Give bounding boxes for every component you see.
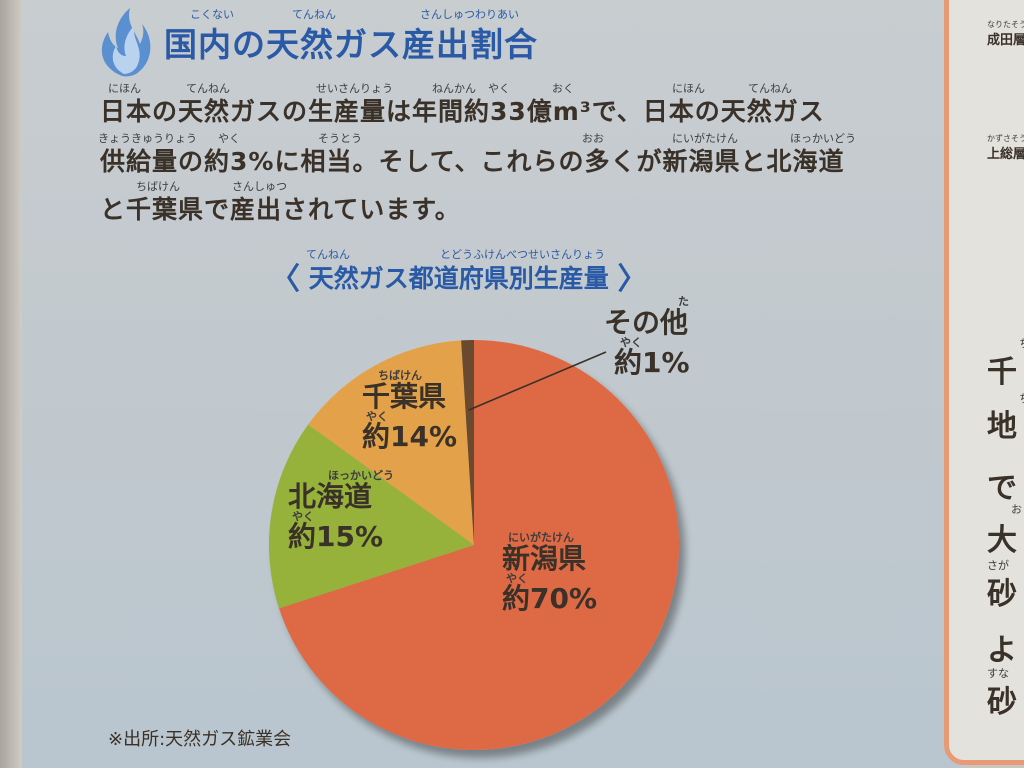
intro-ruby-1-5: やく: [488, 82, 510, 95]
intro-line-2: 供給量の約3%に相当。そして、これらの多くが新潟県と北海道: [100, 147, 845, 176]
intro-ruby-2-6: ほっかいどう: [790, 132, 856, 145]
slice-yaku-other: やく: [620, 335, 642, 349]
right-char-2: 地: [987, 409, 1017, 444]
slice-value-niigata: 約70%: [502, 582, 598, 616]
left-edge-strip: [0, 0, 22, 768]
slice-label-other: た その他 やく 約1%: [604, 296, 690, 378]
intro-ruby-1-7: にほん: [672, 82, 705, 95]
intro-ruby-3-1: ちばけん: [136, 180, 180, 193]
adjacent-panel: なりたそう 成田層 かずさそう 上総層 ち 千 ちそ 地 で お 大 さが 砂 …: [944, 0, 1024, 765]
chart-title-ruby-1: てんねん: [306, 248, 350, 261]
intro-ruby-2-4: おお: [582, 132, 604, 145]
intro-ruby-2-2: やく: [218, 132, 240, 145]
intro-ruby-2-5: にいがたけん: [672, 132, 738, 145]
intro-line-1: 日本の天然ガスの生産量は年間約33億m³で、日本の天然ガス: [100, 97, 825, 126]
slice-name-niigata: 新潟県: [502, 541, 587, 575]
slice-name-other: その他: [604, 305, 689, 339]
slice-name-hokkaido: 北海道: [288, 479, 373, 513]
right-ruby-5: お: [1011, 503, 1022, 516]
title-ruby-3: さんしゅつわりあい: [420, 8, 519, 21]
slice-ruby-hokkaido: ほっかいどう: [328, 469, 394, 482]
pie-slice-hokkaido: [268, 424, 474, 609]
page-title: 国内の天然ガス産出割合: [164, 25, 538, 64]
right-char-3: で: [987, 471, 1017, 506]
intro-ruby-3-2: さんしゅつ: [232, 180, 287, 193]
slice-value-hokkaido: 約15%: [288, 520, 384, 554]
source-note: ※出所:天然ガス鉱業会: [108, 729, 292, 750]
right-char-7: 砂: [987, 685, 1017, 720]
slice-yaku-hokkaido: やく: [292, 509, 314, 523]
slice-name-chiba: 千葉県: [362, 379, 447, 413]
right-ruby-6: さが: [987, 559, 1009, 572]
intro-ruby-2-3: そうとう: [318, 132, 362, 145]
intro-ruby-2-1: きょうきゅうりょう: [98, 132, 197, 145]
chart-title-right-bracket: 〉: [617, 262, 648, 297]
slice-label-hokkaido: ほっかいどう 北海道 やく 約15%: [288, 470, 394, 552]
right-item-narita: 成田層: [987, 33, 1024, 48]
right-ruby-4: ちそ: [1019, 390, 1024, 406]
slice-ruby-chiba: ちばけん: [378, 369, 422, 382]
right-ruby-7: すな: [987, 667, 1009, 680]
title-ruby-2: てんねん: [292, 8, 336, 21]
chart-title: 〈 天然ガス都道府県別生産量 〉: [270, 254, 647, 298]
leader-line-other: [468, 351, 607, 411]
pie-slice-niigata: [279, 340, 679, 750]
slice-ruby-niigata: にいがたけん: [508, 531, 574, 544]
slice-value-other: 約1%: [614, 346, 690, 380]
intro-line-3: と千葉県で産出されています。: [100, 195, 461, 224]
slice-yaku-chiba: やく: [366, 409, 388, 423]
right-char-5: 砂: [987, 577, 1017, 612]
right-item-kazusa: 上総層: [987, 147, 1024, 162]
intro-ruby-1-8: てんねん: [748, 82, 792, 95]
slice-label-chiba: ちばけん 千葉県 やく 約14%: [362, 370, 457, 452]
slice-value-chiba: 約14%: [362, 420, 458, 454]
pie-slice-other: [461, 339, 474, 545]
right-char-6: よ: [987, 633, 1017, 668]
right-ruby-1: なりたそう: [987, 20, 1024, 29]
intro-ruby-1-6: おく: [552, 82, 574, 95]
title-ruby-1: こくない: [190, 8, 234, 21]
flame-icon: [101, 8, 151, 77]
right-char-4: 大: [987, 523, 1017, 558]
slice-label-niigata: にいがたけん 新潟県 やく 約70%: [502, 532, 597, 614]
chart-title-ruby-2: とどうふけんべつせいさんりょう: [440, 248, 605, 261]
intro-ruby-1-1: にほん: [108, 82, 141, 95]
right-ruby-3: ち: [1019, 335, 1024, 351]
chart-title-left-bracket: 〈: [270, 262, 300, 297]
slice-yaku-niigata: やく: [506, 571, 528, 585]
right-ruby-2: かずさそう: [987, 134, 1024, 143]
right-char-1: 千: [987, 355, 1017, 390]
chart-title-text: 天然ガス都道府県別生産量: [308, 264, 609, 293]
pie-slice-chiba: [308, 340, 474, 545]
slice-ruby-other: た: [678, 295, 689, 308]
pie-slices: [268, 339, 679, 750]
intro-ruby-1-2: てんねん: [186, 82, 230, 95]
intro-ruby-1-4: ねんかん: [432, 82, 476, 95]
intro-ruby-1-3: せいさんりょう: [316, 82, 393, 95]
